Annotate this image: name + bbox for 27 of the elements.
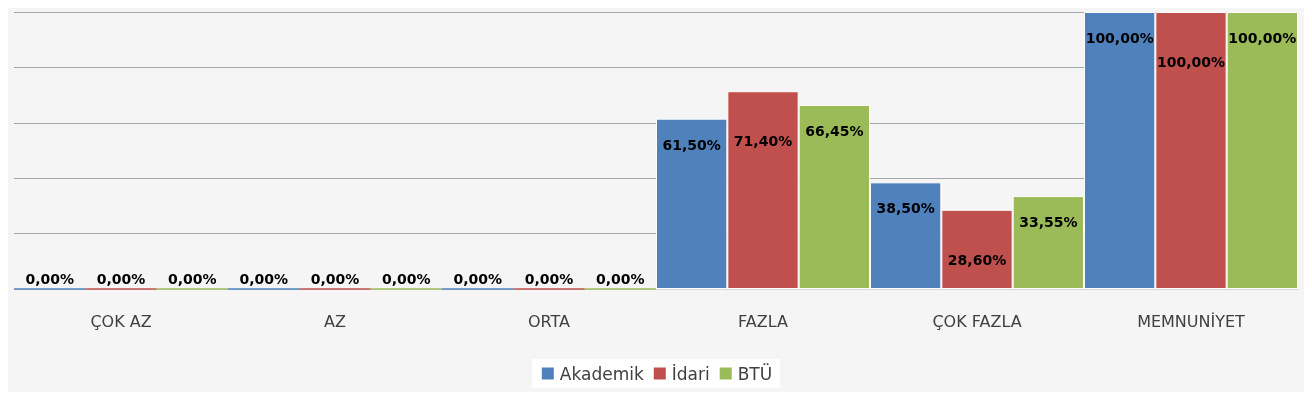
data-label: 0,00% (310, 270, 360, 287)
x-tick-label: ÇOK AZ (90, 311, 152, 331)
data-label: 100,00% (1085, 30, 1154, 46)
x-tick-label: ORTA (527, 311, 571, 331)
data-label: 71,40% (733, 133, 793, 150)
data-label: 0,00% (524, 270, 574, 287)
data-label: 0,00% (596, 270, 645, 287)
data-label: 38,50% (876, 200, 935, 217)
data-label: 100,00% (1156, 54, 1226, 70)
legend-label: Akademik (559, 363, 644, 384)
data-label: 0,00% (382, 270, 431, 287)
data-label: 28,60% (947, 251, 1007, 268)
data-label: 0,00% (168, 270, 217, 287)
x-tick-label: AZ (324, 311, 346, 331)
data-label: 0,00% (25, 270, 74, 287)
x-tick-label: FAZLA (738, 311, 788, 331)
data-label: 33,55% (1019, 214, 1078, 231)
data-label: 100,00% (1228, 30, 1297, 46)
data-label: 0,00% (96, 270, 146, 287)
data-label: 0,00% (453, 270, 502, 287)
data-label: 0,00% (239, 270, 288, 287)
legend-label: İdari (671, 363, 710, 384)
x-tick-label: ÇOK FAZLA (932, 311, 1022, 331)
data-label: 61,50% (662, 136, 721, 153)
legend-label: BTÜ (737, 362, 773, 384)
x-tick-label: MEMNUNİYET (1137, 311, 1246, 331)
data-label: 66,45% (805, 122, 864, 139)
